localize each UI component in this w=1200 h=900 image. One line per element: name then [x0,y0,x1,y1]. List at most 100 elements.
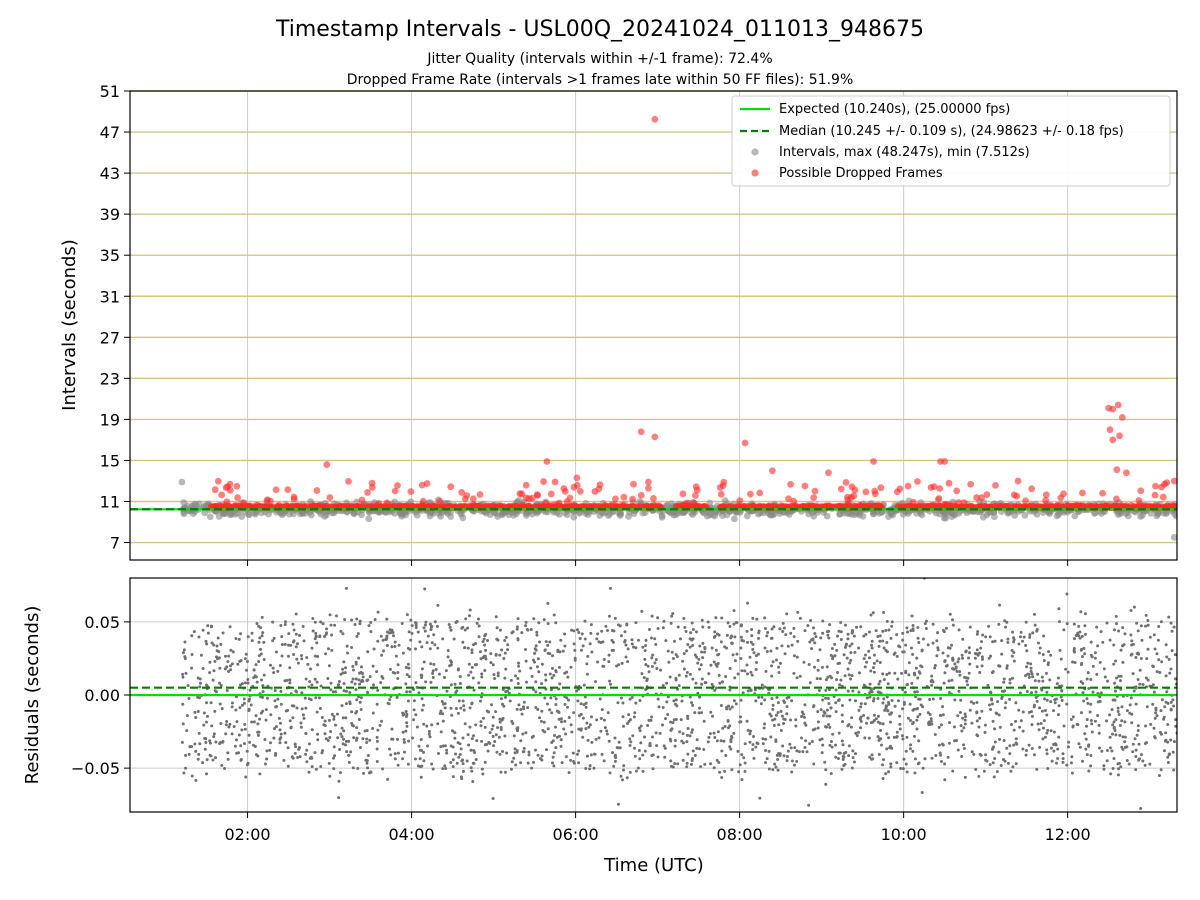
residual-point [355,698,359,702]
interval-point [918,511,926,519]
residual-point [991,719,995,723]
residual-point [653,637,657,641]
residual-point [404,709,408,713]
residual-point [1085,753,1089,757]
residual-point [192,630,196,634]
residual-point [494,615,498,619]
residual-point [1042,659,1046,663]
residual-point [700,618,704,622]
residual-point [339,672,343,676]
residual-point [546,643,550,647]
residual-point [455,689,459,693]
residual-point [865,660,869,664]
residual-point [272,636,276,640]
residual-point [1049,729,1053,733]
residual-point [1117,674,1121,678]
dropped-frame-point [233,482,241,490]
residual-point [552,751,556,755]
residual-point [408,647,412,651]
residual-point [339,629,343,633]
residual-point [260,678,264,682]
residual-point [1077,634,1081,638]
residual-point [271,639,275,643]
residual-point [789,631,793,635]
residual-point [871,699,875,703]
residual-point [576,699,580,703]
residual-point [828,623,832,627]
residual-point [889,636,893,640]
residual-point [823,760,827,764]
residual-point [717,633,721,637]
residual-point [454,707,458,711]
residual-point [1100,749,1104,753]
residual-point [624,643,628,647]
residual-point [796,639,800,643]
residual-point [449,663,453,667]
residual-point [294,745,298,749]
residual-point [764,669,768,673]
residual-point [224,732,228,736]
residual-point [1166,701,1170,705]
residual-point [198,681,202,685]
residual-point [761,686,765,690]
residual-point [966,676,970,680]
residual-point [740,753,744,757]
residual-point [248,740,252,744]
residual-point [373,618,377,622]
residual-point [583,619,587,623]
residual-point [324,737,328,741]
residual-point [987,656,991,660]
residual-point [211,758,215,762]
residual-point [407,675,411,679]
residual-point [823,711,827,715]
dropped-frame-point [1123,469,1130,477]
residual-point [1054,743,1058,747]
residual-point [414,713,418,717]
residual-point [252,720,256,724]
residual-point [838,683,842,687]
residual-point [976,630,980,634]
residual-point [867,630,871,634]
residual-point [579,648,583,652]
residual-point [350,645,354,649]
residual-point [780,644,784,648]
residual-point [712,766,716,770]
residual-point [959,698,963,702]
residual-point [360,678,364,682]
residual-point [588,764,592,768]
residual-point [243,681,247,685]
residual-point [1117,712,1121,716]
residual-point [737,770,741,774]
residual-point [902,757,906,761]
residuals-y-tick-label: 0.05 [84,613,120,632]
interval-point [402,511,409,519]
interval-point [949,509,956,517]
residual-point [554,703,558,707]
residual-point [877,738,881,742]
dropped-frame-point [787,480,794,488]
residual-point [1046,728,1050,732]
residual-point [853,650,857,654]
residual-point [1003,619,1007,623]
interval-point [674,509,682,517]
residual-point [1014,719,1018,723]
residual-point [472,749,476,753]
residual-point [235,720,239,724]
residual-point [436,722,440,726]
residual-point [1018,725,1022,729]
residual-point [503,770,507,774]
residual-point [429,680,433,684]
residual-point [303,696,307,700]
residual-point [813,641,817,645]
residual-point [226,751,230,755]
residual-point [788,742,792,746]
interval-point [630,510,638,518]
residual-point [385,634,389,638]
residual-point [900,671,904,675]
residual-point [449,660,453,664]
dropped-frame-point [935,495,943,502]
residual-point [643,735,647,739]
residual-point [479,724,483,728]
residual-point [634,701,638,705]
residual-point [206,714,210,718]
